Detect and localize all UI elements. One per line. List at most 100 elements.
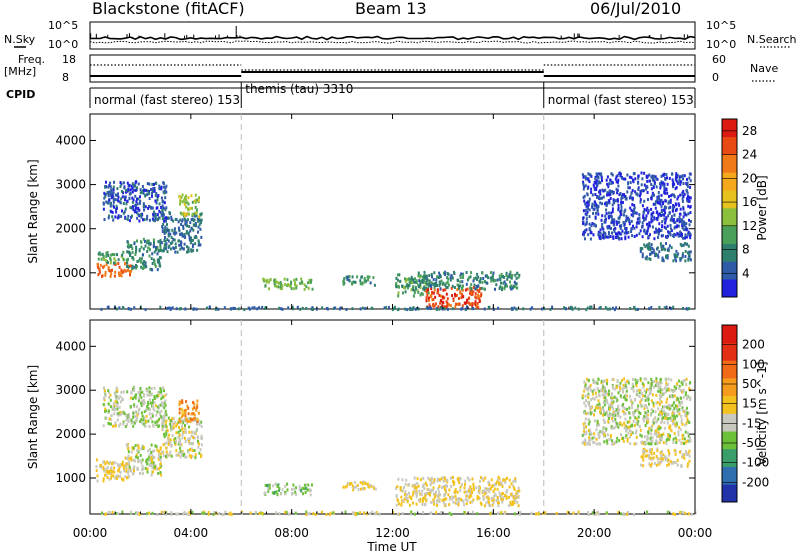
scatter-point xyxy=(148,218,151,222)
scatter-point xyxy=(681,222,684,225)
scatter-point xyxy=(127,187,130,191)
scatter-point xyxy=(489,487,492,491)
scatter-point xyxy=(676,458,679,462)
scatter-point xyxy=(435,490,437,494)
scatter-point xyxy=(149,416,152,420)
scatter-point xyxy=(431,275,433,279)
scatter-point xyxy=(132,424,135,428)
scatter-point xyxy=(650,212,653,216)
scatter-point xyxy=(159,390,161,394)
scatter-point xyxy=(501,288,503,292)
scatter-point xyxy=(660,408,663,412)
scatter-point xyxy=(617,510,620,514)
scatter-point xyxy=(119,181,122,184)
scatter-point xyxy=(141,464,144,468)
scatter-point xyxy=(109,398,112,402)
scatter-point xyxy=(604,231,607,235)
scatter-point xyxy=(192,219,195,223)
scatter-point xyxy=(276,484,279,488)
scatter-point xyxy=(628,406,631,410)
scatter-point xyxy=(616,191,619,195)
scatter-point xyxy=(670,246,673,250)
scatter-point xyxy=(144,263,147,266)
scatter-point xyxy=(665,305,668,309)
scatter-point xyxy=(137,182,140,186)
scatter-point xyxy=(351,282,354,286)
scatter-point xyxy=(153,401,156,404)
scatter-point xyxy=(615,385,618,389)
scatter-point xyxy=(585,213,588,217)
scatter-point xyxy=(654,202,657,206)
scatter-point xyxy=(609,235,612,238)
scatter-point xyxy=(430,500,433,504)
scatter-point xyxy=(148,205,151,209)
scatter-point xyxy=(438,500,441,504)
scatter-point xyxy=(625,227,628,231)
scatter-point xyxy=(438,293,441,297)
scatter-point xyxy=(480,286,483,290)
scatter-point xyxy=(678,212,681,216)
scatter-point xyxy=(672,218,675,221)
scatter-point xyxy=(145,460,148,464)
scatter-point xyxy=(425,491,428,495)
scatter-point xyxy=(156,198,159,202)
scatter-point xyxy=(634,190,637,194)
scatter-point xyxy=(446,280,449,284)
scatter-point xyxy=(505,274,508,277)
scatter-point xyxy=(681,422,684,426)
scatter-point xyxy=(399,488,402,492)
scatter-point xyxy=(685,421,688,425)
scatter-point xyxy=(679,207,682,211)
scatter-point xyxy=(644,435,646,439)
scatter-point xyxy=(286,488,289,492)
scatter-point xyxy=(667,247,670,251)
scatter-point xyxy=(681,218,684,222)
scatter-point xyxy=(162,213,165,217)
scatter-point xyxy=(609,307,611,311)
scatter-point xyxy=(596,381,599,385)
scatter-point xyxy=(688,459,691,463)
scatter-point xyxy=(428,306,431,309)
scatter-point xyxy=(359,307,362,311)
scatter-point xyxy=(110,466,113,470)
scatter-point xyxy=(462,276,464,279)
scatter-point xyxy=(196,198,199,202)
scatter-point xyxy=(178,411,181,415)
scatter-point xyxy=(148,190,151,193)
scatter-point xyxy=(181,451,184,454)
scatter-point xyxy=(659,388,662,392)
scatter-point xyxy=(687,431,689,435)
scatter-point xyxy=(196,399,199,403)
scatter-point xyxy=(281,284,284,288)
scatter-point xyxy=(660,199,663,203)
scatter-point xyxy=(96,479,99,483)
scatter-point xyxy=(617,391,620,395)
scatter-point xyxy=(103,398,106,402)
scatter-point xyxy=(127,471,130,475)
scatter-point xyxy=(442,281,445,285)
scatter-point xyxy=(120,463,123,466)
scatter-point xyxy=(275,490,278,494)
scatter-point xyxy=(155,413,158,417)
scatter-point xyxy=(586,210,589,214)
scatter-point xyxy=(196,421,198,425)
scatter-point xyxy=(115,474,118,478)
scatter-point xyxy=(137,259,140,263)
scatter-point xyxy=(301,280,303,284)
scatter-point xyxy=(458,481,461,484)
x-tick-label: 04:00 xyxy=(174,526,209,540)
scatter-point xyxy=(493,487,496,491)
scatter-point xyxy=(500,495,503,498)
scatter-point xyxy=(192,417,195,421)
scatter-point xyxy=(596,195,599,199)
scatter-point xyxy=(657,232,660,236)
scatter-point xyxy=(113,253,116,257)
scatter-point xyxy=(616,422,619,426)
scatter-point xyxy=(126,418,129,422)
scatter-point xyxy=(108,417,111,421)
scatter-point xyxy=(125,418,128,422)
scatter-point xyxy=(599,189,602,193)
scatter-point xyxy=(587,396,590,400)
scatter-point xyxy=(274,280,277,284)
scatter-point xyxy=(397,291,400,295)
